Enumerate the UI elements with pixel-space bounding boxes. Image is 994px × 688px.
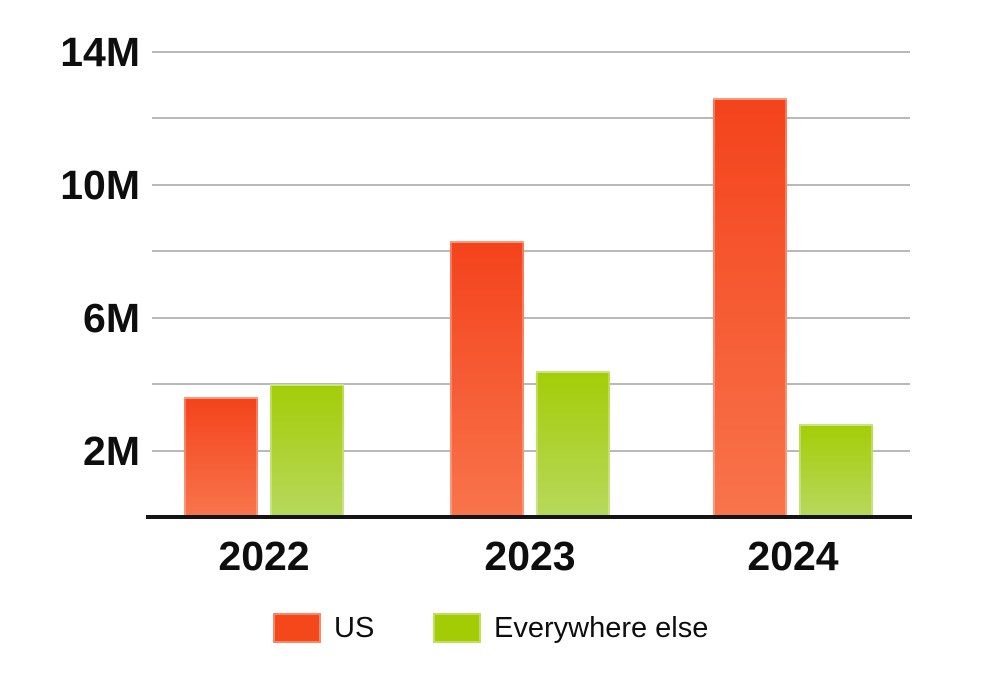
gridline-4M <box>152 383 910 385</box>
bar-us-2022 <box>184 397 258 517</box>
bar-everywhere-else-2024 <box>799 423 873 517</box>
gridline-2M <box>152 449 910 452</box>
gridline-10M <box>152 183 910 186</box>
bar-us-2023 <box>450 241 524 517</box>
legend-swatch-us <box>273 613 321 643</box>
x-axis-line <box>146 515 912 519</box>
x-axis-label-2022: 2022 <box>218 533 310 579</box>
gridline-8M <box>152 250 910 252</box>
y-axis-tick-10M: 10M <box>60 161 140 208</box>
x-axis-label-2023: 2023 <box>484 533 576 579</box>
legend-label: Everywhere else <box>494 611 709 644</box>
y-axis-tick-2M: 2M <box>83 427 140 474</box>
legend-item-everywhere-else: Everywhere else <box>433 611 708 645</box>
legend-item-us: US <box>273 611 374 645</box>
x-axis-label-2024: 2024 <box>747 533 839 579</box>
gridline-6M <box>152 316 910 319</box>
gridline-12M <box>152 117 910 119</box>
bar-everywhere-else-2022 <box>270 384 344 517</box>
bar-everywhere-else-2023 <box>536 370 610 517</box>
legend-label: US <box>334 611 375 644</box>
bar-us-2024 <box>713 98 787 517</box>
legend-swatch-everywhere-else <box>433 613 481 643</box>
gridline-14M <box>152 50 910 53</box>
y-axis-tick-6M: 6M <box>83 294 140 341</box>
y-axis-tick-14M: 14M <box>60 28 140 75</box>
